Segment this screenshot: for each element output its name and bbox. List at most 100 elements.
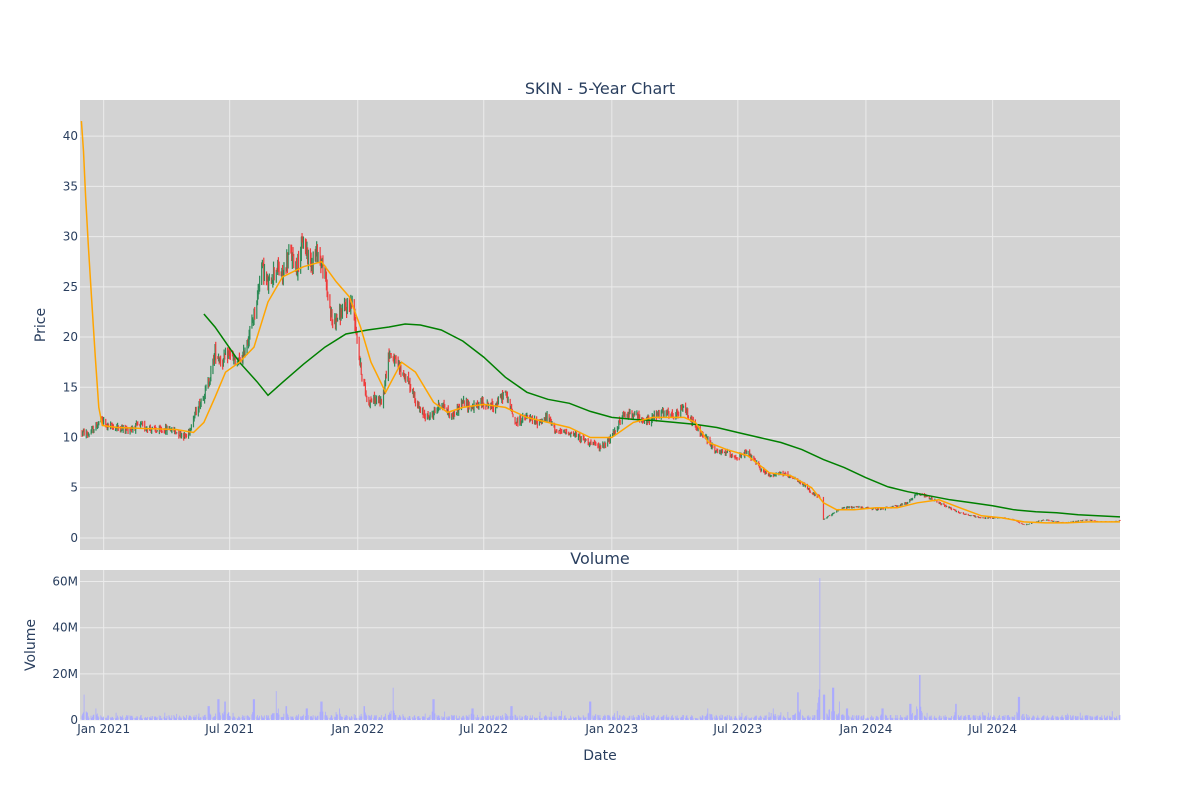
- volume-bar: [485, 716, 487, 720]
- volume-bar: [607, 715, 609, 720]
- price-panel: 0 5 10 15 20 25 30 35 40: [63, 100, 1121, 550]
- volume-bar: [690, 716, 692, 720]
- volume-bar: [896, 718, 897, 720]
- volume-bar: [609, 716, 611, 720]
- volume-bar: [439, 718, 441, 720]
- volume-bar: [102, 717, 104, 720]
- volume-bar: [694, 717, 696, 720]
- volume-bar: [1017, 713, 1018, 720]
- volume-bar: [1116, 718, 1118, 720]
- x-tick-label: Jan 2024: [838, 722, 892, 736]
- volume-bar: [126, 716, 128, 720]
- volume-bar: [841, 714, 842, 720]
- volume-bar: [544, 716, 546, 720]
- volume-bar: [502, 717, 504, 720]
- volume-bar: [270, 715, 272, 720]
- volume-bar: [158, 715, 160, 720]
- volume-bar: [266, 715, 267, 720]
- volume-bar: [939, 718, 941, 720]
- volume-bar: [417, 716, 419, 720]
- volume-bar: [872, 716, 874, 720]
- volume-bar: [346, 715, 347, 720]
- price-tick-label: 15: [63, 380, 78, 394]
- volume-bar: [199, 718, 201, 720]
- volume-bar: [432, 699, 434, 720]
- volume-bar: [754, 717, 755, 720]
- volume-bar: [566, 717, 567, 720]
- volume-bar: [213, 716, 215, 720]
- volume-bar: [147, 716, 148, 720]
- volume-bar: [850, 716, 852, 720]
- volume-bar: [291, 716, 293, 720]
- volume-bar: [802, 715, 803, 720]
- volume-bar: [960, 715, 962, 720]
- volume-bar: [82, 712, 84, 720]
- volume-bar: [512, 715, 514, 720]
- volume-bar: [658, 718, 660, 720]
- volume-bar: [944, 715, 946, 720]
- volume-bar: [135, 716, 137, 720]
- volume-bar: [516, 716, 518, 720]
- volume-bar: [1051, 715, 1053, 720]
- volume-bar: [358, 717, 360, 720]
- volume-bar: [808, 715, 810, 720]
- volume-bar: [1045, 716, 1047, 720]
- volume-bar: [169, 716, 171, 720]
- volume-bar: [909, 703, 911, 720]
- volume-bar: [365, 714, 367, 720]
- volume-bar: [564, 716, 565, 720]
- volume-bar: [709, 713, 711, 720]
- volume-bar: [356, 717, 358, 720]
- volume-bar: [687, 718, 689, 720]
- volume-bar: [989, 717, 991, 720]
- volume-bar: [141, 718, 143, 720]
- volume-bar: [730, 716, 732, 720]
- volume-bar: [272, 713, 274, 720]
- volume-bar: [861, 715, 863, 720]
- volume-bar: [1113, 717, 1115, 720]
- volume-bar: [536, 717, 538, 720]
- volume-bar: [449, 716, 450, 720]
- volume-bar: [702, 715, 704, 720]
- volume-bar: [1022, 714, 1023, 720]
- volume-bar: [219, 712, 221, 720]
- volume-bar: [554, 717, 556, 720]
- volume-bar: [190, 717, 192, 720]
- volume-bar: [1100, 716, 1101, 720]
- volume-bar: [580, 717, 582, 720]
- volume-bar: [346, 715, 348, 720]
- volume-bar: [1004, 715, 1006, 720]
- volume-bar: [339, 708, 340, 720]
- volume-bar: [735, 715, 737, 720]
- volume-bar: [238, 716, 240, 720]
- volume-bar: [999, 714, 1000, 720]
- volume-bar: [1119, 714, 1121, 720]
- volume-bar: [475, 717, 477, 720]
- volume-bar: [652, 718, 654, 720]
- volume-bar: [910, 703, 912, 720]
- volume-bar: [429, 714, 431, 720]
- volume-bar: [602, 718, 604, 720]
- volume-bar: [350, 715, 352, 720]
- volume-bar: [156, 717, 158, 720]
- volume-bar: [495, 716, 497, 720]
- volume-bar: [767, 717, 769, 720]
- volume-bar: [478, 717, 480, 720]
- x-tick-label: Jul 2021: [204, 722, 254, 736]
- volume-bar: [855, 716, 857, 720]
- volume-bar: [726, 717, 727, 720]
- volume-bar: [252, 699, 254, 720]
- volume-bar: [385, 713, 386, 720]
- volume-bar: [770, 716, 771, 720]
- volume-bar: [833, 687, 835, 720]
- volume-bar: [310, 716, 312, 720]
- volume-bar: [785, 718, 787, 720]
- volume-bar: [1104, 715, 1105, 720]
- volume-bar: [92, 716, 93, 720]
- volume-bar: [368, 715, 370, 720]
- volume-bar: [83, 694, 85, 720]
- volume-bar: [293, 718, 295, 720]
- volume-bar: [706, 713, 708, 720]
- volume-bar: [1051, 716, 1053, 720]
- volume-bar: [121, 717, 123, 720]
